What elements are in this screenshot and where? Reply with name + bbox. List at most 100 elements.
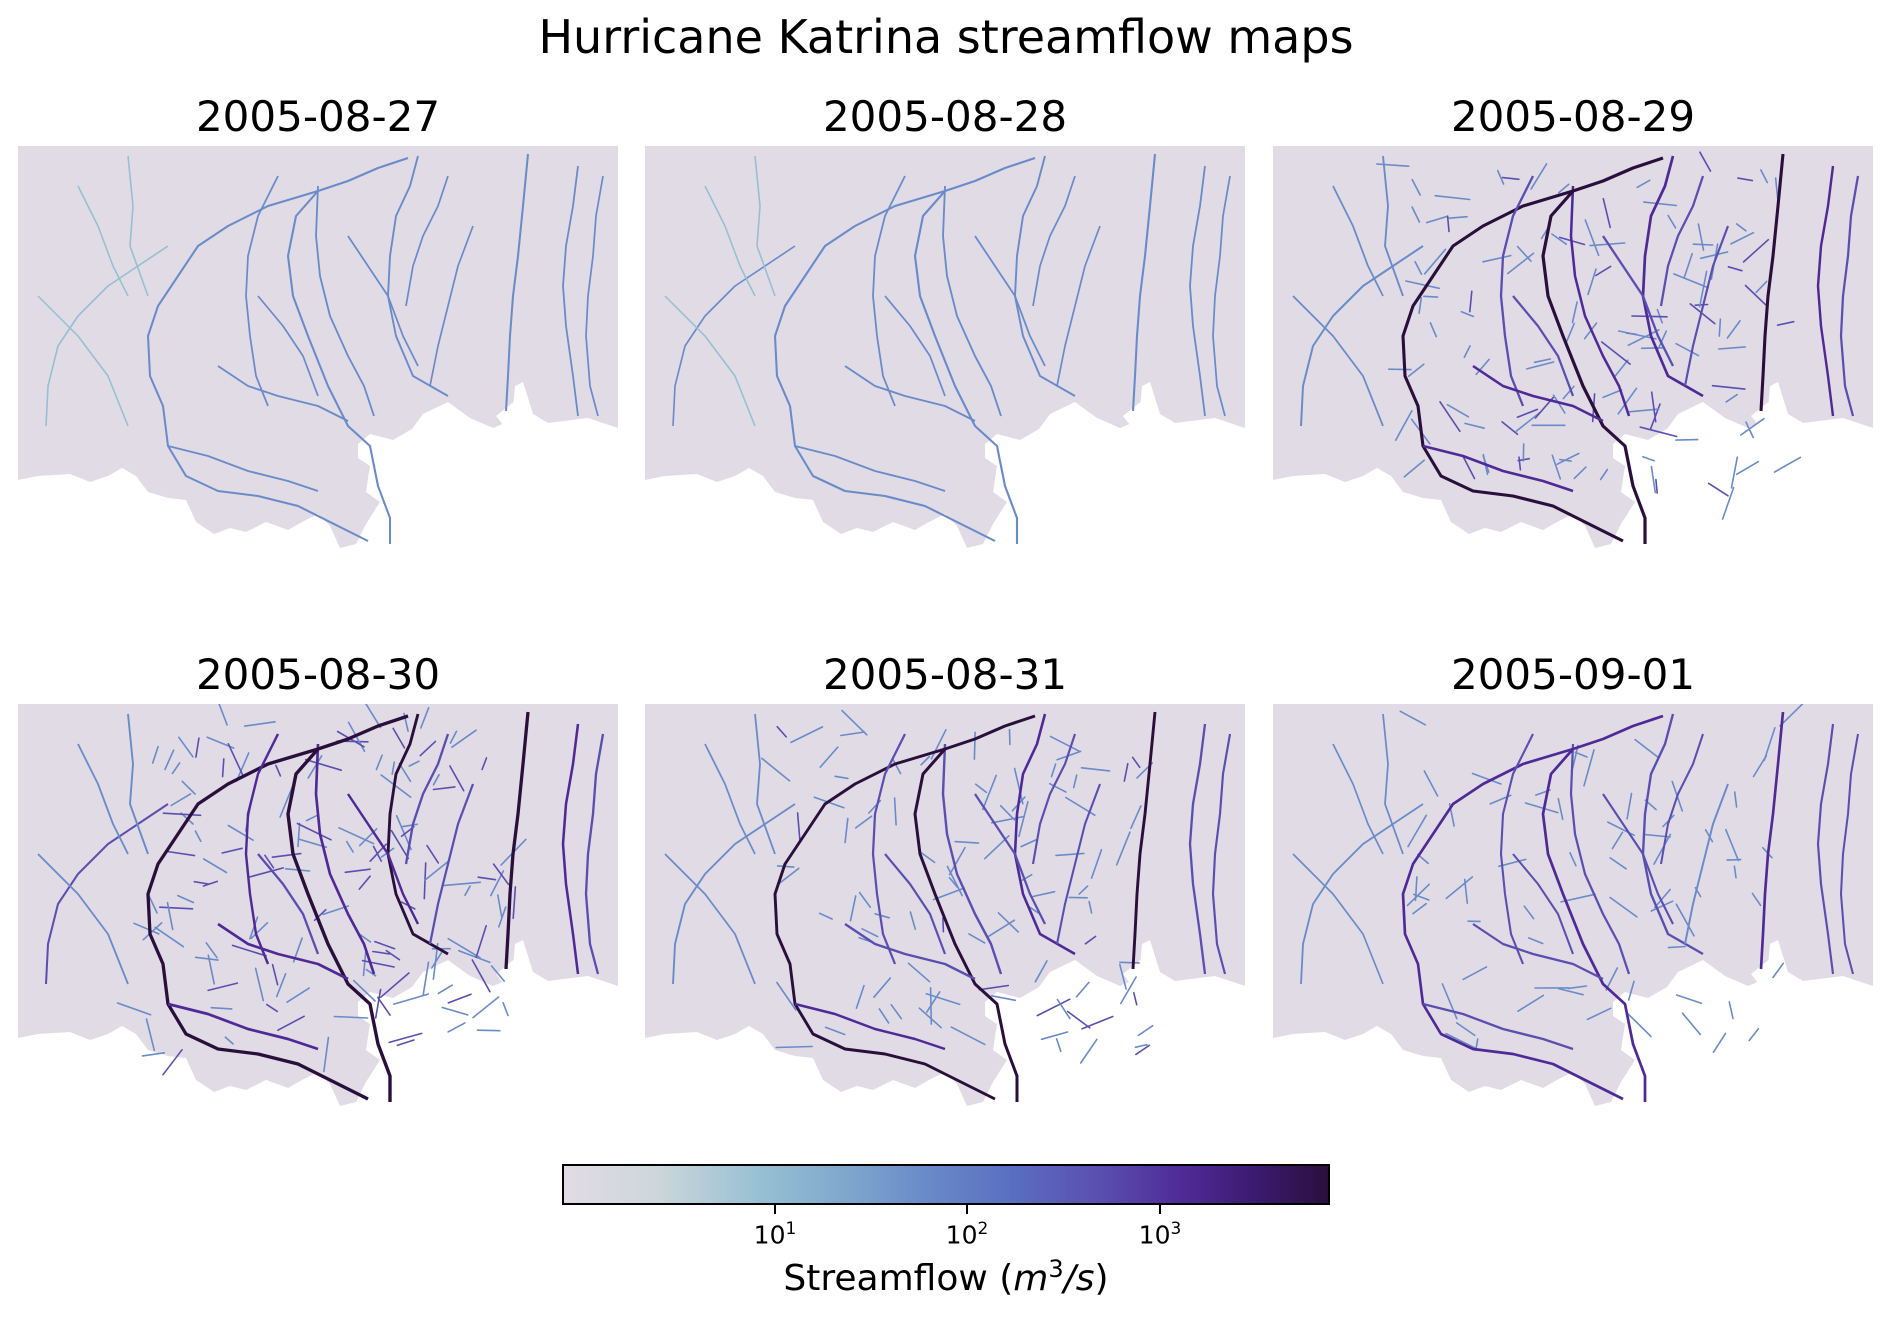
tributary-line (1405, 280, 1440, 290)
tributary-line (1551, 233, 1568, 245)
river-line (1056, 225, 1101, 387)
tributary-line (1726, 320, 1741, 339)
tributary-line (1075, 981, 1090, 998)
tributary-line (502, 1001, 509, 1017)
tributary-line (447, 937, 481, 959)
tributary-line (1574, 751, 1588, 758)
tributary-line (1050, 763, 1057, 778)
river-line (1401, 747, 1624, 1101)
tributary-line (776, 981, 797, 1011)
tributary-line (1040, 1031, 1069, 1041)
tributary-line (1526, 361, 1555, 370)
tributary-line (398, 762, 412, 783)
tributary-line (1776, 320, 1795, 326)
river-line (1382, 713, 1404, 855)
tributary-line (171, 762, 181, 775)
tributary-line (978, 984, 1010, 991)
tributary-line (1475, 358, 1490, 376)
tributary-line (472, 996, 500, 1019)
tributary-line (1640, 347, 1665, 350)
colorbar-label: Streamflow (m3/s) (783, 1255, 1109, 1299)
river-line (286, 157, 409, 544)
tributary-line (377, 996, 391, 1016)
tributary-line (344, 868, 371, 874)
tributary-line (231, 944, 267, 957)
tributary-line (277, 1015, 305, 1031)
tributary-line (1602, 197, 1611, 229)
tributary-line (775, 1045, 813, 1049)
tributary-line (195, 737, 200, 758)
tributary-line (948, 877, 959, 889)
tributary-line (1482, 254, 1512, 263)
tributary-line (422, 961, 430, 996)
tributary-line (1699, 151, 1712, 172)
tributary-line (352, 979, 376, 1002)
tributary-line (392, 727, 406, 749)
tributary-line (1131, 756, 1141, 769)
tributary-line (1498, 858, 1527, 868)
river-line (315, 185, 375, 417)
tributary-line (874, 913, 890, 919)
tributary-line (338, 827, 375, 845)
tributary-line (1090, 848, 1103, 879)
tributary-line (890, 1004, 903, 1020)
tributary-line (1773, 456, 1802, 473)
river-line (942, 185, 1002, 417)
streamflow-map-6 (1273, 704, 1873, 1106)
tributary-line (1463, 878, 1469, 904)
colorbar-tick-1 (774, 1205, 776, 1214)
river-line (1660, 733, 1704, 865)
tributary-line (1712, 1032, 1727, 1054)
river-line (1131, 153, 1157, 412)
tributary-line (1725, 828, 1740, 862)
tributary-line (1675, 994, 1703, 1005)
tributary-line (1627, 1013, 1652, 1038)
tributary-line (824, 1026, 846, 1036)
river-line (257, 295, 319, 397)
tributary-line (844, 817, 849, 844)
tributary-line (1414, 260, 1423, 275)
river-line (754, 713, 776, 855)
tributary-line (1639, 426, 1678, 438)
tributary-line (991, 815, 1025, 824)
tributary-line (1130, 805, 1142, 830)
tributary-line (1697, 223, 1705, 251)
tributary-line (1583, 749, 1595, 787)
tributary-line (854, 815, 873, 829)
tributary-line (942, 917, 945, 933)
tributary-line (1423, 248, 1447, 275)
tributary-line (164, 749, 175, 771)
tributary-line (458, 949, 491, 964)
tributary-line (374, 940, 396, 950)
tributary-line (243, 721, 276, 727)
tributary-line (1699, 251, 1729, 260)
river-line (794, 445, 946, 492)
tributary-line (1515, 411, 1541, 432)
tributary-line (1018, 801, 1029, 838)
tributary-line (266, 1003, 279, 1013)
tributary-line (490, 965, 505, 982)
tributary-line (849, 895, 857, 922)
tributary-line (918, 1007, 942, 1029)
tributary-line (1463, 345, 1471, 359)
tributary-line (834, 775, 849, 780)
river-line (794, 1002, 946, 1051)
river-line (1816, 165, 1835, 417)
tributary-line (1507, 252, 1535, 275)
tributary-line (1602, 389, 1623, 399)
streamflow-map-3 (1273, 146, 1873, 548)
tributary-line (1704, 829, 1714, 843)
river-line (871, 733, 907, 965)
tributary-line (1721, 486, 1735, 520)
tributary-line (999, 804, 1016, 821)
tributary-line (279, 785, 294, 818)
tributary-line (919, 851, 936, 864)
tributary-line (333, 1015, 369, 1019)
tributary-line (1501, 176, 1520, 181)
tributary-line (385, 949, 401, 961)
tributary-line (296, 822, 332, 841)
river-line (1189, 165, 1206, 417)
river-line (844, 365, 976, 422)
tributary-line (1627, 329, 1660, 347)
tributary-line (950, 1026, 986, 1046)
